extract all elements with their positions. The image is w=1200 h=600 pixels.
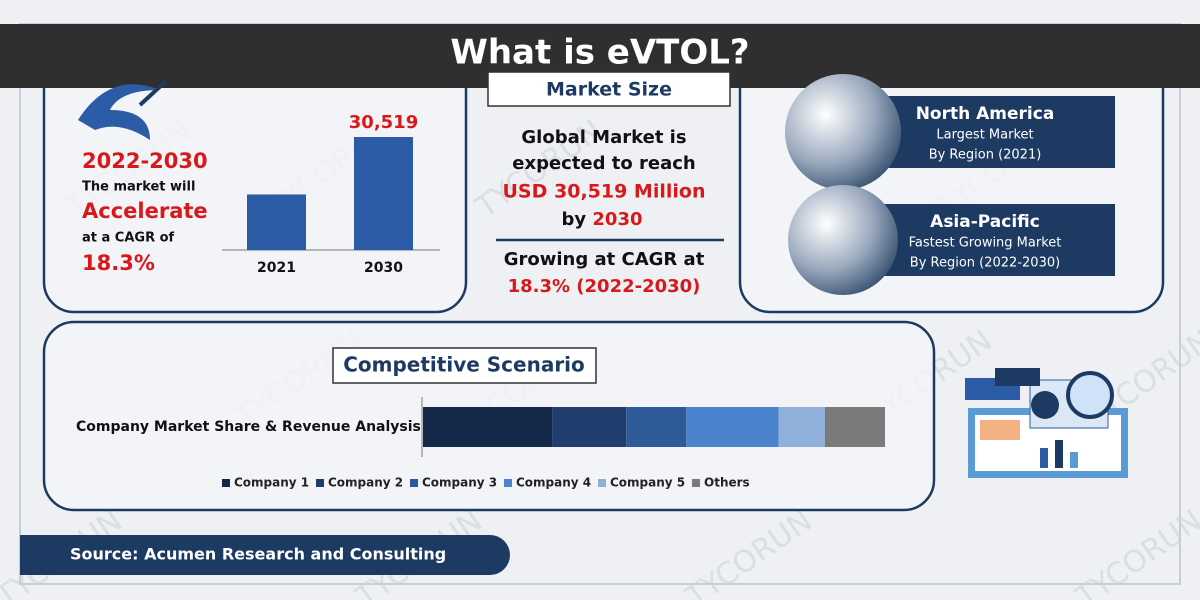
bar-segment [778, 407, 825, 447]
market-year: 2030 [592, 209, 642, 230]
analytics-illustration [965, 368, 1128, 478]
competition-box [332, 347, 597, 384]
legend-label: Company 3 [422, 476, 497, 490]
bar-segment [824, 407, 885, 447]
market-amount: USD 30,519 Million [503, 181, 706, 203]
legend-swatch [504, 479, 512, 487]
legend-label: Company 1 [234, 476, 309, 490]
market-text: expected to reach [512, 153, 696, 174]
market-year-line: by 2030 [561, 209, 642, 230]
bar [354, 137, 413, 250]
legend-swatch [316, 479, 324, 487]
cagr-value: 18.3% (2022-2030) [508, 276, 701, 297]
cagr-text: Growing at CAGR at [504, 249, 705, 270]
legend-label: Company 4 [516, 476, 591, 490]
legend-label: Company 5 [610, 476, 685, 490]
legend-label: Others [704, 476, 750, 490]
bar-segment [552, 407, 627, 447]
speed-needle [138, 80, 167, 107]
illus-bar [1070, 452, 1078, 468]
globe [788, 185, 898, 295]
illus-pie [1031, 391, 1059, 419]
illus-chart [980, 420, 1020, 440]
x-tick-label: 2030 [364, 260, 403, 276]
market-text: by [561, 209, 586, 230]
x-tick-label: 2021 [257, 260, 296, 276]
value-label: 30,519 [349, 112, 418, 133]
region-name: Asia-Pacific [930, 212, 1040, 232]
growth-text: The market will [82, 180, 195, 195]
region-text: By Region (2021) [929, 148, 1042, 163]
globe [785, 74, 901, 190]
legend-swatch [692, 479, 700, 487]
legend-swatch [222, 479, 230, 487]
market-size-box [487, 71, 731, 107]
region-name: North America [916, 104, 1055, 124]
source-banner [20, 535, 510, 575]
region-text: By Region (2022-2030) [910, 256, 1060, 271]
competition-heading: Competitive Scenario [343, 353, 585, 377]
bar [247, 194, 306, 250]
illus-lens [1066, 371, 1114, 419]
legend-swatch [598, 479, 606, 487]
bar-segment [626, 407, 687, 447]
region-text: Fastest Growing Market [909, 236, 1062, 251]
illus-bubble [995, 368, 1040, 386]
region-box [855, 204, 1115, 276]
share-chart: Company 1 Company 2 Company 3 Company 4 Comp… [222, 397, 885, 490]
region-text: Largest Market [936, 128, 1033, 143]
period: 2022-2030 [82, 149, 208, 173]
competition-label: Company Market Share & Revenue Analysis [76, 419, 421, 435]
market-size-heading: Market Size [546, 79, 672, 101]
market-text: Global Market is [521, 127, 686, 148]
bar-segment [423, 407, 553, 447]
growth-cagr: 18.3% [82, 251, 155, 275]
title: What is eVTOL? [450, 33, 749, 73]
growth-highlight: Accelerate [82, 199, 208, 223]
growth-text: at a CAGR of [82, 231, 175, 246]
legend-label: Company 2 [328, 476, 403, 490]
illus-bar [1040, 448, 1048, 468]
bar-segment [686, 407, 779, 447]
speed-icon [78, 84, 160, 140]
illus-bar [1055, 440, 1063, 468]
legend-swatch [410, 479, 418, 487]
source: Source: Acumen Research and Consulting [70, 545, 446, 564]
market-chart: 2021 2030 30,519 [247, 112, 418, 276]
